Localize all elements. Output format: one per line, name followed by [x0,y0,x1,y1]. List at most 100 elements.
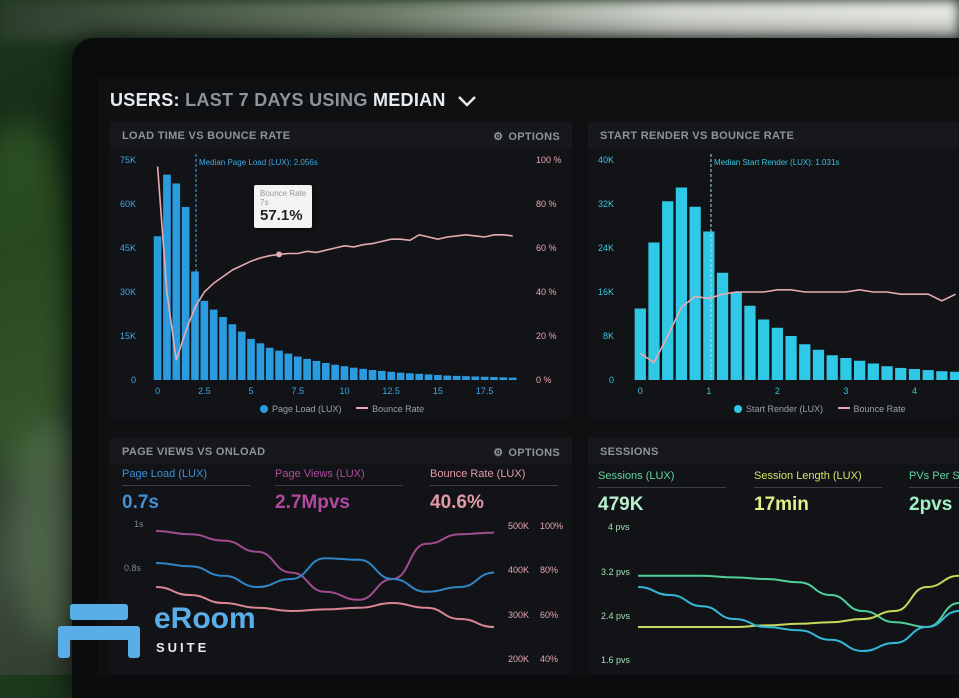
logo-suite: SUITE [156,640,210,655]
histogram-bar [744,305,756,380]
right-tick: 80% [540,565,559,575]
options-label: OPTIONS [508,131,560,143]
y-tick-label: 0 [609,375,614,385]
kpi-session-length: Session Length (LUX) 17min [754,470,882,516]
kpi-value: 0.7s [122,492,159,513]
background-top [0,0,959,40]
panel-title: START RENDER VS BOUNCE RATE [600,130,795,142]
kpi-label: Page Load (LUX) [122,468,250,486]
chart-legend: Start Render (LUX) Bounce Rate [734,404,906,414]
kpi-label: PVs Per Se [909,470,959,488]
right-tick: 100% [540,521,564,531]
histogram-bar [881,366,893,380]
y-tick-label: 8K [603,331,614,341]
legend-start-render: Start Render (LUX) [746,404,824,414]
x-tick-label: 15 [433,386,443,396]
panel-header: LOAD TIME VS BOUNCE RATE ⚙ OPTIONS [110,122,572,148]
median-label: Median Start Render (LUX): 1.031s [714,158,840,167]
histogram-bar [730,292,742,380]
y-tick-label: 24K [598,243,614,253]
histogram-bar [703,231,715,380]
histogram-bar [499,377,508,380]
histogram-bar [406,373,414,380]
x-tick-label: 7.5 [291,386,304,396]
y-tick-label: 75K [120,155,136,165]
tooltip-value: 57.1% [260,207,303,224]
right-tick: 40% [540,654,559,664]
histogram-bar [895,367,907,380]
histogram-bar [321,362,330,380]
histogram-bar [228,324,237,380]
legend-line-swatch [837,407,850,409]
kpi-value: 479K [598,494,644,515]
page-title[interactable]: USERS: LAST 7 DAYS USING MEDIAN [110,90,477,111]
title-method: MEDIAN [372,90,446,110]
x-tick-label: 3 [843,386,848,396]
histogram-bar [812,349,825,380]
histogram-bar [648,242,660,380]
x-tick-label: 2.5 [198,386,211,396]
legend-page-load: Page Load (LUX) [272,404,342,414]
histogram-bar [265,347,274,380]
histogram-bar [471,376,480,380]
x-tick-label: 5 [249,386,254,396]
series-line [155,586,495,628]
hover-point [276,251,283,258]
histogram-bar [758,319,770,380]
series-line [638,574,959,629]
options-label: OPTIONS [508,447,560,459]
tooltip-sub: 7s [260,198,269,207]
histogram-bar [634,308,646,380]
histogram-bar [368,370,377,380]
histogram-bar [424,374,433,380]
histogram-bar [443,375,452,380]
histogram-bar [462,376,470,380]
histogram-bar [181,206,190,380]
x-tick-label: 17.5 [476,386,494,396]
median-label: Median Page Load (LUX): 2.056s [199,158,318,167]
chevron-down-icon[interactable] [457,95,477,108]
logo-bed-icon [58,604,140,658]
histogram-bar [331,364,339,380]
options-button[interactable]: ⚙ OPTIONS [493,130,560,143]
histogram-bar [508,377,517,380]
right-tick-label: 20 % [536,331,557,341]
y-tick-label: 40K [598,155,614,165]
logo-wordmark: eRoom [154,602,256,635]
load-time-panel: LOAD TIME VS BOUNCE RATE ⚙ OPTIONS 0 15K 30… [110,122,572,418]
histogram-bar [490,377,498,380]
histogram-bar [219,316,227,380]
right-tick-label: 0 % [536,375,552,385]
kpi-page-views: Page Views (LUX) 2.7Mpvs [275,468,403,514]
right-tick-label: 40 % [536,287,557,297]
y-tick: 3.2 pvs [601,567,631,577]
y-tick-label: 45K [120,243,136,253]
kpi-label: Sessions (LUX) [598,470,726,488]
histogram-bar [293,356,302,380]
x-tick-label: 12.5 [382,386,400,396]
right-tick-label: 60 % [536,243,557,253]
histogram-bar [359,368,367,380]
title-using: USING [309,90,368,110]
sessions-panel: SESSIONS Sessions (LUX) 479K Session Len… [588,438,959,675]
y-tick-label: 0 [131,375,136,385]
right-tick-label: 80 % [536,199,557,209]
start-render-chart: 0 8K 16K 24K 32K 40K 0 1 2 3 4 [598,154,959,396]
histogram-bar [716,272,729,380]
kpi-value: 17min [754,494,809,515]
panel-title: PAGE VIEWS VS ONLOAD [122,446,266,458]
series-line [155,530,495,601]
histogram-bar [275,350,283,380]
histogram-bar [396,372,405,380]
histogram-bar [867,363,879,380]
histogram-bar [312,360,321,380]
gear-icon: ⚙ [493,447,504,459]
title-prefix: USERS: [110,90,180,110]
histogram-bar [209,309,218,380]
gear-icon: ⚙ [493,131,504,143]
histogram-bar [922,370,934,380]
kpi-page-load: Page Load (LUX) 0.7s [122,468,250,514]
histogram-bar [452,375,461,380]
series-line [638,574,959,628]
options-button[interactable]: ⚙ OPTIONS [493,446,560,459]
